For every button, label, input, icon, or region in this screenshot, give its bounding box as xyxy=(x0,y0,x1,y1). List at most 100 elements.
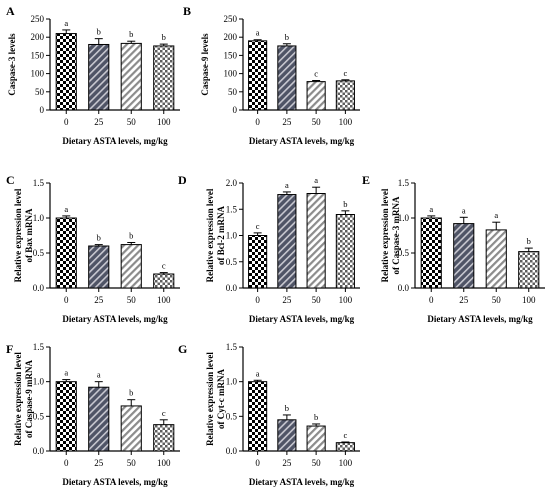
bar-d-50 xyxy=(306,193,326,289)
x-tick-label-e: 0 xyxy=(429,295,434,305)
y-tick-label-d: 2.0 xyxy=(226,178,238,188)
significance-letter-c-50: b xyxy=(129,231,133,241)
significance-letter-c-0: a xyxy=(64,204,68,214)
y-tick-label-d: 0.0 xyxy=(226,283,238,293)
bar-f-50 xyxy=(120,405,142,452)
x-tick-label-c: 100 xyxy=(157,295,171,305)
y-tick-label-e: 0.5 xyxy=(398,248,410,258)
y-tick-label-f: 1.0 xyxy=(33,377,45,387)
y-axis-title-g-line-1: Relative expression level xyxy=(205,352,215,446)
x-axis-title-f: Dietary ASTA levels, mg/kg xyxy=(62,477,168,487)
bar-e-0 xyxy=(420,217,442,289)
y-tick-label-a: 0 xyxy=(40,105,45,115)
bar-c-50 xyxy=(120,244,142,289)
x-tick-label-d: 100 xyxy=(339,295,353,305)
x-tick-label-a: 0 xyxy=(64,117,69,127)
y-tick-label-d: 1.0 xyxy=(226,231,238,241)
bar-f-0 xyxy=(55,381,77,452)
bar-b-0 xyxy=(248,40,268,111)
significance-letter-f-0: a xyxy=(64,368,68,378)
y-tick-label-c: 0.0 xyxy=(33,283,45,293)
panel-g: G 0.0 0.5 1.0 1.5 a 0 b 25 b 50 c 100 Dietary ASTA le… xyxy=(178,342,360,487)
significance-letter-a-0: a xyxy=(64,18,68,28)
significance-letter-g-100: c xyxy=(343,430,347,440)
bar-c-25 xyxy=(88,245,110,289)
y-tick-label-e: 0.0 xyxy=(398,283,410,293)
y-axis-title-c-line-2: of Bax mRNA xyxy=(24,208,34,262)
y-axis-title-c-line-1: Relative expression level xyxy=(13,188,23,282)
x-tick-label-e: 25 xyxy=(459,295,469,305)
x-tick-label-g: 100 xyxy=(339,458,353,468)
y-tick-label-d: 1.5 xyxy=(226,204,238,214)
bar-d-100 xyxy=(335,214,355,289)
x-tick-label-a: 50 xyxy=(127,117,137,127)
x-tick-label-b: 50 xyxy=(312,117,322,127)
y-tick-label-f: 0.0 xyxy=(33,446,45,456)
panel-b: B 0 50 100 150 200 250 a 0 b 25 c 50 c 100 Dietary ASTA… xyxy=(183,4,360,146)
y-tick-label-a: 150 xyxy=(31,50,45,60)
significance-letter-g-0: a xyxy=(256,368,260,378)
y-tick-label-c: 1.5 xyxy=(33,178,45,188)
panel-letter-c: C xyxy=(6,173,15,187)
x-axis-title-g: Dietary ASTA levels, mg/kg xyxy=(249,477,355,487)
y-tick-label-g: 0.0 xyxy=(226,446,238,456)
bar-f-25 xyxy=(88,386,110,452)
x-axis-title-b: Dietary ASTA levels, mg/kg xyxy=(249,136,355,146)
significance-letter-c-100: c xyxy=(162,261,166,271)
bar-d-0 xyxy=(248,235,268,289)
bar-b-50 xyxy=(306,81,326,111)
significance-letter-f-50: b xyxy=(129,388,133,398)
bar-c-100 xyxy=(153,273,175,289)
bar-a-25 xyxy=(88,43,110,111)
significance-letter-d-25: a xyxy=(285,180,289,190)
y-tick-label-g: 1.5 xyxy=(226,342,238,352)
y-tick-label-f: 0.5 xyxy=(33,411,45,421)
significance-letter-a-100: b xyxy=(162,32,166,42)
significance-letter-e-0: a xyxy=(429,204,433,214)
x-axis-title-c: Dietary ASTA levels, mg/kg xyxy=(62,314,168,324)
significance-letter-a-25: b xyxy=(97,27,101,37)
x-tick-label-d: 0 xyxy=(255,295,260,305)
x-tick-label-f: 100 xyxy=(157,458,171,468)
y-tick-label-b: 200 xyxy=(224,32,238,42)
y-tick-label-a: 100 xyxy=(31,69,45,79)
panel-a: A 0 50 100 150 200 250 a 0 b 25 b 50 b 100 Dietary ASTA… xyxy=(6,4,180,146)
y-axis-title-f-line-1: Relative expression level xyxy=(13,352,23,446)
panel-letter-a: A xyxy=(6,4,15,18)
y-tick-label-e: 1.0 xyxy=(398,213,410,223)
significance-letter-a-50: b xyxy=(129,29,133,39)
bar-g-50 xyxy=(306,425,326,452)
panel-letter-g: G xyxy=(178,342,187,356)
x-axis-title-e: Dietary ASTA levels, mg/kg xyxy=(427,314,533,324)
x-tick-label-c: 50 xyxy=(127,295,137,305)
y-tick-label-b: 100 xyxy=(224,69,238,79)
significance-letter-b-100: c xyxy=(343,68,347,78)
y-tick-label-b: 0 xyxy=(233,105,238,115)
panel-letter-d: D xyxy=(178,173,187,187)
panel-letter-b: B xyxy=(183,4,191,18)
y-tick-label-c: 1.0 xyxy=(33,213,45,223)
x-tick-label-f: 0 xyxy=(64,458,69,468)
x-tick-label-d: 50 xyxy=(312,295,322,305)
y-axis-title-b-line-1: Caspase-9 levels xyxy=(200,33,210,96)
bar-g-25 xyxy=(277,419,297,452)
y-tick-label-b: 150 xyxy=(224,50,238,60)
panel-letter-f: F xyxy=(6,342,13,356)
bar-f-100 xyxy=(153,424,175,452)
significance-letter-b-50: c xyxy=(314,69,318,79)
y-tick-label-d: 0.5 xyxy=(226,257,238,267)
significance-letter-c-25: b xyxy=(97,233,101,243)
y-axis-title-f-line-2: of Caspase-9 mRNA xyxy=(24,360,34,438)
x-tick-label-e: 50 xyxy=(492,295,502,305)
bar-g-0 xyxy=(248,381,268,452)
x-tick-label-f: 25 xyxy=(94,458,104,468)
x-tick-label-g: 0 xyxy=(255,458,260,468)
y-axis-title-d-line-2: of Bcl-2 mRNA xyxy=(216,206,226,265)
x-tick-label-g: 25 xyxy=(282,458,292,468)
panel-f: F 0.0 0.5 1.0 1.5 a 0 a 25 b 50 c 100 Dietary ASTA le… xyxy=(6,342,180,487)
significance-letter-g-25: b xyxy=(285,403,289,413)
y-tick-label-a: 250 xyxy=(31,14,45,24)
bar-c-0 xyxy=(55,217,77,289)
bar-a-100 xyxy=(153,45,175,111)
